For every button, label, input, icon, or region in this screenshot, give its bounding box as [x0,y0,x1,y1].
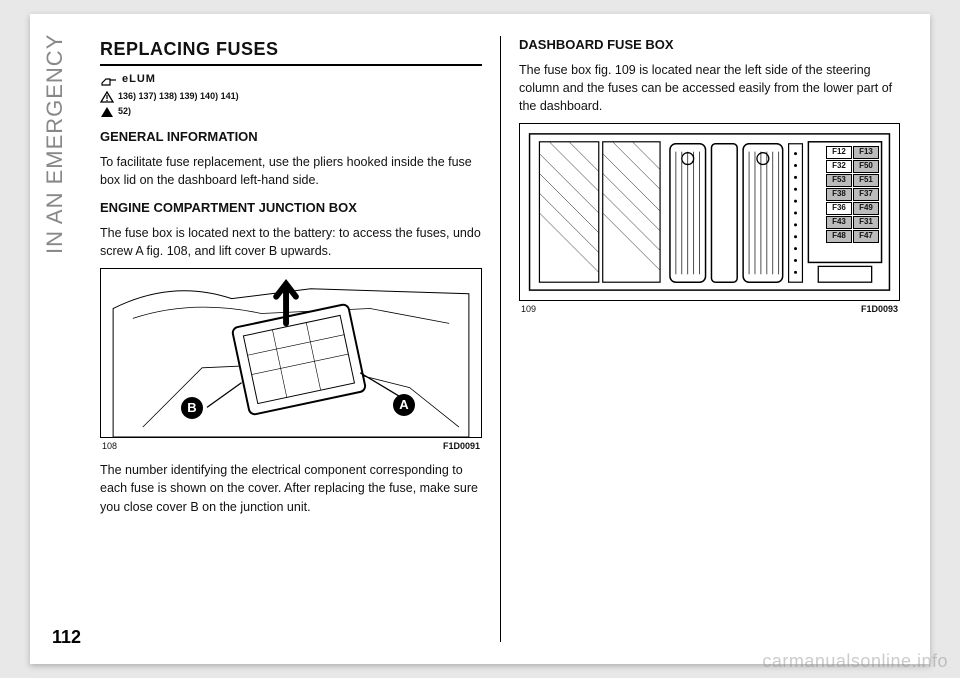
caution-triangle-icon [100,106,114,118]
fuse-label: F31 [853,216,879,229]
watermark-text: carmanualsonline.info [762,651,948,672]
figure-109-caption: 109 F1D0093 [519,303,900,316]
left-column: REPLACING FUSES eLUM 136) 137) 138) 139)… [100,36,500,642]
heading-general-info: GENERAL INFORMATION [100,128,482,147]
caution-refs: 52) [118,105,131,118]
fuse-label: F43 [826,216,852,229]
fuse-label: F12 [826,146,852,159]
figure-108-svg [101,269,481,437]
figure-108: B A [100,268,482,438]
fuse-label: F32 [826,160,852,173]
fuse-label: F48 [826,230,852,243]
heading-engine-box: ENGINE COMPARTMENT JUNCTION BOX [100,199,482,218]
fuse-label: F36 [826,202,852,215]
content-area: REPLACING FUSES eLUM 136) 137) 138) 139)… [100,36,900,642]
heading-dashboard-box: DASHBOARD FUSE BOX [519,36,900,55]
figure-108-caption: 108 F1D0091 [100,440,482,453]
figure-109-code: F1D0093 [861,303,898,316]
fuse-label: F38 [826,188,852,201]
para-engine-box: The fuse box is located next to the batt… [100,224,482,260]
fuse-label: F47 [853,230,879,243]
manual-page: IN AN EMERGENCY REPLACING FUSES eLUM 136… [30,14,930,664]
page-number: 112 [52,627,81,648]
section-title-vertical: IN AN EMERGENCY [42,34,72,294]
figure-108-num: 108 [102,440,117,453]
fuse-label: F13 [853,146,879,159]
fuse-label: F50 [853,160,879,173]
hand-icon [100,73,118,87]
fuse-label-grid: F12F13F32F50F53F51F38F37F36F49F43F31F48F… [826,146,879,243]
warning-refs: 136) 137) 138) 139) 140) 141) [118,90,239,103]
fuse-label: F53 [826,174,852,187]
para-dashboard-box: The fuse box fig. 109 is located near th… [519,61,900,115]
right-column: DASHBOARD FUSE BOX The fuse box fig. 109… [500,36,900,642]
warning-refs-row: 136) 137) 138) 139) 140) 141) [100,90,482,103]
heading-replacing-fuses: REPLACING FUSES [100,36,482,66]
figure-109-num: 109 [521,303,536,316]
figure-108-code: F1D0091 [443,440,480,453]
fuse-label: F49 [853,202,879,215]
figure-109: F12F13F32F50F53F51F38F37F36F49F43F31F48F… [519,123,900,301]
fuse-label: F51 [853,174,879,187]
fuse-label: F37 [853,188,879,201]
elum-text: eLUM [122,72,156,88]
warning-triangle-icon [100,91,114,103]
caution-refs-row: 52) [100,105,482,118]
para-after-fig: The number identifying the electrical co… [100,461,482,515]
reference-icons-row: eLUM [100,72,482,88]
para-general-info: To facilitate fuse replacement, use the … [100,153,482,189]
